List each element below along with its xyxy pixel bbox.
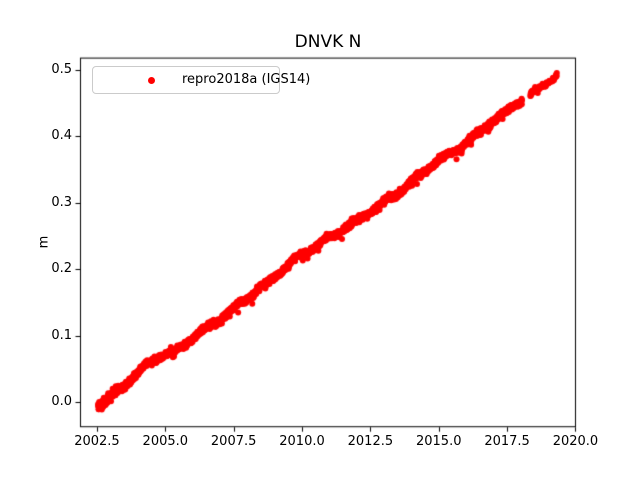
x-tick-label: 2010.0: [279, 434, 325, 450]
x-tick-label: 2020.0: [552, 434, 599, 450]
y-tick-label: 0.3: [51, 194, 72, 210]
x-tick-label: 2015.0: [415, 434, 462, 450]
legend-marker-dot-icon: [148, 77, 155, 84]
y-tick-label: 0.2: [51, 261, 72, 277]
x-tick-label: 2007.5: [210, 434, 257, 450]
y-tick-label: 0.1: [51, 327, 72, 343]
legend-label: repro2018a (IGS14): [182, 72, 311, 87]
x-tick-label: 2017.5: [484, 434, 530, 450]
chart-title: DNVK N: [294, 32, 362, 52]
x-tick-label: 2012.5: [347, 434, 394, 450]
y-axis-label: m: [36, 235, 52, 249]
y-tick-label: 0.5: [51, 62, 72, 77]
y-tick-label: 0.0: [51, 393, 72, 409]
y-tick-label: 0.4: [51, 128, 72, 144]
x-tick-label: 2005.0: [142, 434, 189, 450]
legend: repro2018a (IGS14): [92, 66, 310, 94]
x-tick-label: 2002.5: [74, 434, 120, 450]
